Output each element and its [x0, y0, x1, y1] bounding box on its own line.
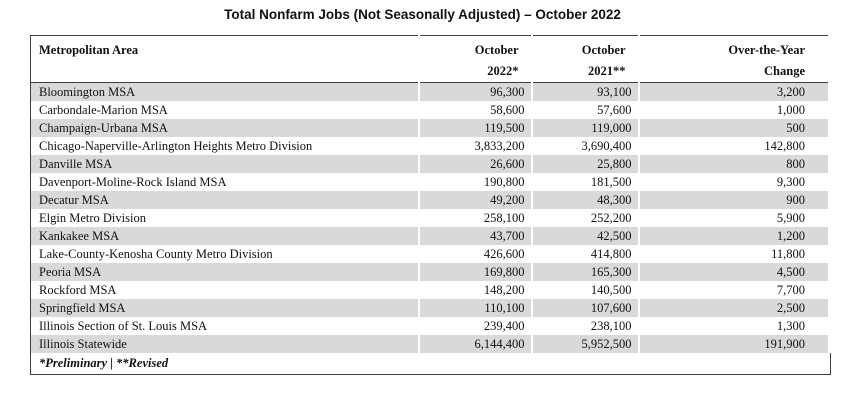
area-cell: Chicago-Naperville-Arlington Heights Met… — [30, 137, 420, 155]
header-line: 2022* — [487, 64, 519, 78]
oct-2022-cell: 26,600 — [418, 155, 533, 173]
oct-2022-cell: 119,500 — [418, 119, 533, 137]
oct-2021-cell: 238,100 — [531, 317, 640, 335]
table-row: Kankakee MSA 43,700 42,500 1,200 — [30, 227, 833, 245]
area-cell: Peoria MSA — [30, 263, 420, 281]
table-row: Illinois Section of St. Louis MSA 239,40… — [30, 317, 833, 335]
table-row: Danville MSA 26,600 25,800 800 — [30, 155, 833, 173]
header-line: October — [474, 43, 519, 57]
area-cell: Davenport-Moline-Rock Island MSA — [30, 173, 420, 191]
oct-2021-cell: 165,300 — [531, 263, 640, 281]
table-row: Springfield MSA 110,100 107,600 2,500 — [30, 299, 833, 317]
area-cell: Kankakee MSA — [30, 227, 420, 245]
oct-2021-cell: 252,200 — [531, 209, 640, 227]
oct-2021-cell: 3,690,400 — [531, 137, 640, 155]
page-title: Total Nonfarm Jobs (Not Seasonally Adjus… — [224, 7, 621, 22]
change-cell: 1,300 — [638, 317, 833, 335]
table-row: Elgin Metro Division 258,100 252,200 5,9… — [30, 209, 833, 227]
change-cell: 3,200 — [638, 82, 833, 101]
column-header-october-2022: October 2022* — [418, 35, 533, 83]
header-line: 2021** — [588, 64, 626, 78]
oct-2022-cell: 43,700 — [418, 227, 533, 245]
oct-2022-cell: 190,800 — [418, 173, 533, 191]
footnote: *Preliminary | **Revised — [30, 353, 831, 375]
table-row: Davenport-Moline-Rock Island MSA 190,800… — [30, 173, 833, 191]
table-row: Decatur MSA 49,200 48,300 900 — [30, 191, 833, 209]
area-cell: Elgin Metro Division — [30, 209, 420, 227]
oct-2021-cell: 119,000 — [531, 119, 640, 137]
area-cell: Decatur MSA — [30, 191, 420, 209]
oct-2021-cell: 5,952,500 — [531, 335, 640, 353]
change-cell: 9,300 — [638, 173, 833, 191]
oct-2022-cell: 110,100 — [418, 299, 533, 317]
area-cell: Illinois Section of St. Louis MSA — [30, 317, 420, 335]
change-cell: 900 — [638, 191, 833, 209]
oct-2021-cell: 140,500 — [531, 281, 640, 299]
table-row: Peoria MSA 169,800 165,300 4,500 — [30, 263, 833, 281]
header-line: Change — [764, 64, 805, 78]
oct-2022-cell: 148,200 — [418, 281, 533, 299]
oct-2021-cell: 107,600 — [531, 299, 640, 317]
change-cell: 1,000 — [638, 101, 833, 119]
table-row: Carbondale-Marion MSA 58,600 57,600 1,00… — [30, 101, 833, 119]
column-header-over-the-year-change: Over-the-Year Change — [638, 35, 833, 83]
change-cell: 5,900 — [638, 209, 833, 227]
oct-2022-cell: 426,600 — [418, 245, 533, 263]
oct-2022-cell: 49,200 — [418, 191, 533, 209]
area-cell: Champaign-Urbana MSA — [30, 119, 420, 137]
oct-2021-cell: 57,600 — [531, 101, 640, 119]
oct-2022-cell: 96,300 — [418, 82, 533, 101]
table-row: Champaign-Urbana MSA 119,500 119,000 500 — [30, 119, 833, 137]
header-line: Over-the-Year — [728, 43, 805, 57]
oct-2022-cell: 3,833,200 — [418, 137, 533, 155]
table-row: Lake-County-Kenosha County Metro Divisio… — [30, 245, 833, 263]
change-cell: 500 — [638, 119, 833, 137]
area-cell: Rockford MSA — [30, 281, 420, 299]
oct-2021-cell: 181,500 — [531, 173, 640, 191]
header-line: Metropolitan Area — [39, 43, 139, 57]
jobs-table: Metropolitan Area October 2022* October … — [30, 35, 833, 375]
oct-2021-cell: 93,100 — [531, 82, 640, 101]
change-cell: 191,900 — [638, 335, 833, 353]
column-header-october-2021: October 2021** — [531, 35, 640, 83]
area-cell: Carbondale-Marion MSA — [30, 101, 420, 119]
change-cell: 800 — [638, 155, 833, 173]
footnote-row: *Preliminary | **Revised — [30, 353, 831, 375]
header-line: October — [581, 43, 626, 57]
column-header-metropolitan-area: Metropolitan Area — [30, 35, 420, 83]
change-cell: 142,800 — [638, 137, 833, 155]
oct-2022-cell: 239,400 — [418, 317, 533, 335]
area-cell: Danville MSA — [30, 155, 420, 173]
oct-2021-cell: 414,800 — [531, 245, 640, 263]
area-cell: Springfield MSA — [30, 299, 420, 317]
oct-2022-cell: 6,144,400 — [418, 335, 533, 353]
change-cell: 7,700 — [638, 281, 833, 299]
change-cell: 1,200 — [638, 227, 833, 245]
oct-2021-cell: 25,800 — [531, 155, 640, 173]
header-row: Metropolitan Area October 2022* October … — [30, 35, 833, 83]
area-cell: Bloomington MSA — [30, 82, 420, 101]
oct-2022-cell: 258,100 — [418, 209, 533, 227]
table-row: Chicago-Naperville-Arlington Heights Met… — [30, 137, 833, 155]
area-cell: Lake-County-Kenosha County Metro Divisio… — [30, 245, 420, 263]
change-cell: 11,800 — [638, 245, 833, 263]
table-row: Rockford MSA 148,200 140,500 7,700 — [30, 281, 833, 299]
table-row: Illinois Statewide 6,144,400 5,952,500 1… — [30, 335, 833, 353]
oct-2021-cell: 42,500 — [531, 227, 640, 245]
change-cell: 2,500 — [638, 299, 833, 317]
oct-2021-cell: 48,300 — [531, 191, 640, 209]
area-cell: Illinois Statewide — [30, 335, 420, 353]
change-cell: 4,500 — [638, 263, 833, 281]
table-row: Bloomington MSA 96,300 93,100 3,200 — [30, 82, 833, 101]
oct-2022-cell: 58,600 — [418, 101, 533, 119]
oct-2022-cell: 169,800 — [418, 263, 533, 281]
